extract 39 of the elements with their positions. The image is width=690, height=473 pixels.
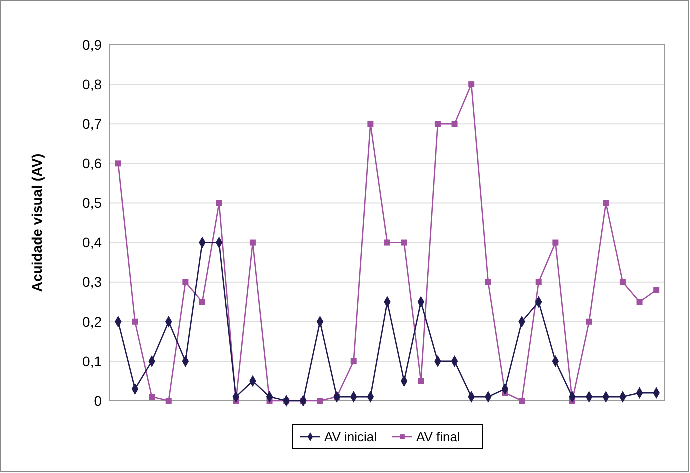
point (519, 398, 526, 404)
point (166, 398, 172, 404)
y-tick-label: 0,2 (82, 314, 102, 330)
y-tick-label: 0,5 (82, 195, 102, 212)
point (317, 398, 324, 404)
point (418, 378, 424, 384)
legend-label: AV final (416, 430, 460, 445)
point (586, 318, 592, 325)
point (401, 240, 408, 246)
point (536, 279, 542, 286)
point (636, 299, 643, 306)
point (216, 200, 222, 206)
point (182, 279, 189, 286)
point (620, 279, 626, 286)
y-tick-label: 0,4 (82, 234, 102, 251)
y-tick-label: 0,6 (82, 156, 102, 172)
point (368, 121, 374, 128)
legend-label: AV inicial (324, 430, 378, 445)
point (603, 200, 610, 206)
point (452, 121, 458, 128)
y-tick-label: 0,3 (82, 274, 102, 290)
point (149, 394, 156, 400)
point (132, 318, 138, 325)
y-tick-label: 0 (94, 392, 102, 409)
point (350, 358, 357, 364)
point (468, 82, 475, 88)
point (485, 279, 492, 286)
y-tick-label: 0,9 (82, 36, 102, 53)
point (434, 121, 441, 128)
point (384, 240, 390, 246)
point (200, 299, 206, 306)
y-tick-label: 0,1 (82, 353, 102, 370)
point (654, 287, 660, 294)
point (552, 240, 559, 246)
y-tick-label: 0,7 (82, 116, 102, 132)
point (250, 240, 256, 246)
y-tick-label: 0,8 (82, 76, 102, 92)
point (115, 160, 122, 167)
y-axis-title: Acuidade visual (AV) (29, 154, 45, 292)
